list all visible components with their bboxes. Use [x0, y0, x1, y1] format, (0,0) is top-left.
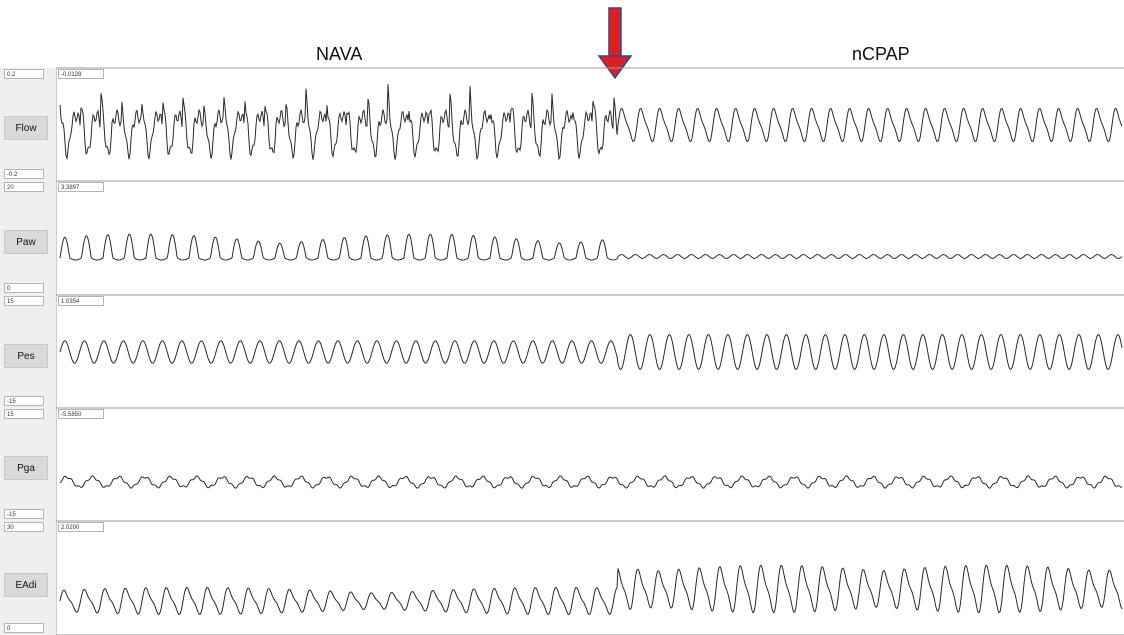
cursor-value-pga: -5.5850: [58, 409, 104, 419]
channel-label-pes[interactable]: Pes: [4, 344, 48, 368]
cursor-value-flow: -0.0128: [58, 69, 104, 79]
scale-max-pes[interactable]: 15: [4, 296, 44, 306]
channel-label-pga[interactable]: Pga: [4, 456, 48, 480]
scale-min-flow[interactable]: -0.2: [4, 169, 44, 179]
mode-label-nava: NAVA: [316, 44, 363, 64]
waveform-pga: [59, 475, 1123, 489]
cursor-value-eadi: 2.0200: [58, 522, 104, 532]
waveform-eadi: [59, 564, 1123, 616]
scale-min-eadi[interactable]: 0: [4, 623, 44, 633]
waveform-pes: [59, 333, 1123, 371]
scale-max-pga[interactable]: 15: [4, 409, 44, 419]
scale-min-pga[interactable]: -15: [4, 509, 44, 519]
channel-label-flow[interactable]: Flow: [4, 116, 48, 140]
scale-max-paw[interactable]: 20: [4, 182, 44, 192]
waveform-flow: [59, 83, 1123, 161]
scale-min-paw[interactable]: 0: [4, 283, 44, 293]
waveform-paw: [59, 233, 1123, 261]
scale-min-pes[interactable]: -15: [4, 396, 44, 406]
scale-max-eadi[interactable]: 30: [4, 522, 44, 532]
scale-max-flow[interactable]: 0.2: [4, 69, 44, 79]
mode-label-ncpap: nCPAP: [852, 44, 910, 64]
cursor-value-pes: 1.0354: [58, 296, 104, 306]
transition-arrow-icon: [597, 7, 633, 80]
cursor-value-paw: 3.3897: [58, 182, 104, 192]
channel-label-eadi[interactable]: EAdi: [4, 573, 48, 597]
channel-label-paw[interactable]: Paw: [4, 230, 48, 254]
